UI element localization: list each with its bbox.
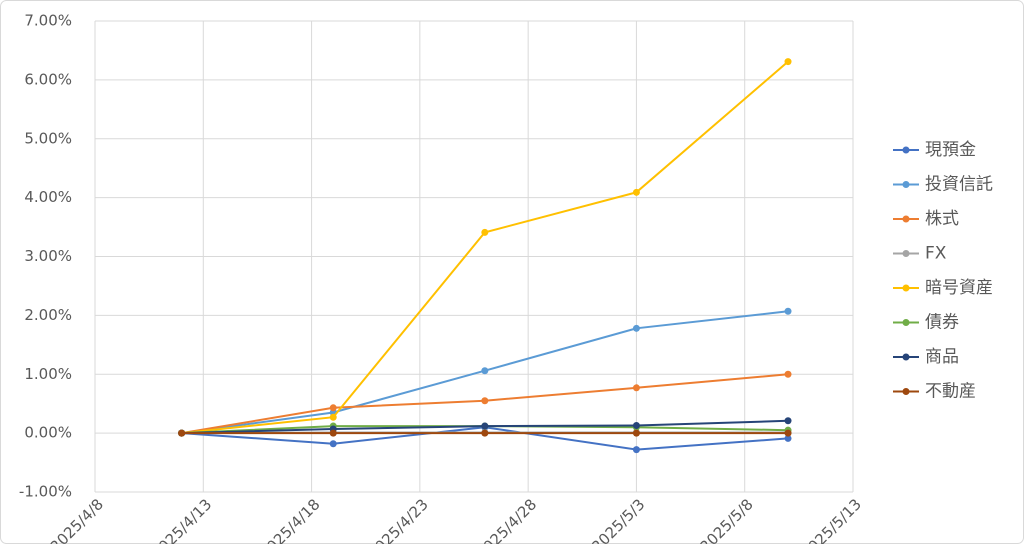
data-point — [632, 421, 640, 429]
data-point — [329, 440, 337, 448]
data-point — [178, 429, 186, 437]
data-point — [481, 397, 489, 405]
y-tick-label: 3.00% — [24, 247, 72, 265]
legend-label: 現預金 — [925, 140, 976, 160]
data-point — [329, 429, 337, 437]
data-point — [632, 188, 640, 196]
legend-marker — [902, 181, 910, 188]
y-tick-label: 5.00% — [24, 129, 72, 147]
data-point — [784, 307, 792, 315]
data-point — [481, 422, 489, 430]
legend-label: FX — [925, 244, 947, 264]
data-point — [632, 446, 640, 454]
legend-label: 不動産 — [925, 382, 976, 402]
legend-marker — [902, 284, 910, 292]
data-point — [481, 367, 489, 375]
legend-marker — [902, 250, 910, 257]
y-tick-label: -1.00% — [19, 483, 72, 501]
data-point — [632, 429, 640, 437]
legend-label: 債券 — [925, 313, 959, 333]
legend-marker — [902, 146, 910, 154]
legend-marker — [902, 215, 910, 223]
data-point — [481, 429, 489, 437]
legend-marker — [902, 353, 910, 361]
legend-label: 暗号資産 — [925, 278, 993, 298]
legend-marker — [902, 388, 910, 395]
y-tick-label: 7.00% — [24, 12, 72, 30]
data-point — [632, 324, 640, 332]
y-tick-label: 4.00% — [24, 188, 72, 206]
data-point — [632, 384, 640, 392]
legend-label: 商品 — [925, 347, 959, 367]
legend-label: 投資信託 — [925, 175, 993, 195]
y-tick-label: 2.00% — [24, 306, 72, 324]
data-point — [784, 58, 792, 66]
data-point — [784, 434, 792, 442]
data-point — [784, 429, 792, 437]
data-point — [329, 404, 337, 412]
legend-label: 株式 — [925, 209, 959, 229]
data-point — [784, 417, 792, 425]
data-point — [784, 370, 792, 378]
y-tick-label: 6.00% — [24, 70, 72, 88]
legend-marker — [902, 319, 910, 326]
data-point — [481, 228, 489, 236]
data-point — [329, 413, 337, 421]
y-tick-label: 0.00% — [24, 424, 72, 442]
y-tick-label: 1.00% — [24, 365, 72, 383]
